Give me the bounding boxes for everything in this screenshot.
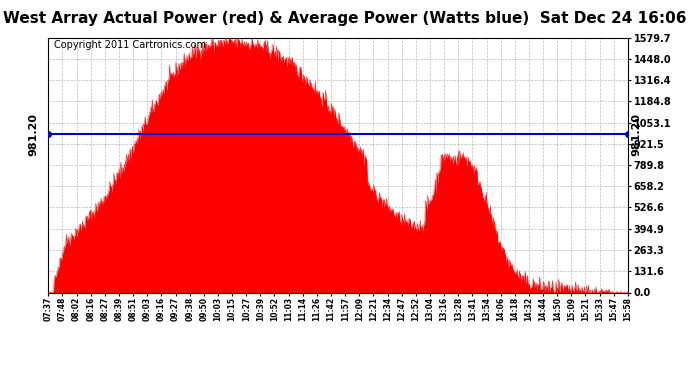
Text: 981.20: 981.20 xyxy=(28,112,38,156)
Text: Copyright 2011 Cartronics.com: Copyright 2011 Cartronics.com xyxy=(54,40,206,50)
Text: West Array Actual Power (red) & Average Power (Watts blue)  Sat Dec 24 16:06: West Array Actual Power (red) & Average … xyxy=(3,11,687,26)
Text: 981.20: 981.20 xyxy=(631,112,641,156)
